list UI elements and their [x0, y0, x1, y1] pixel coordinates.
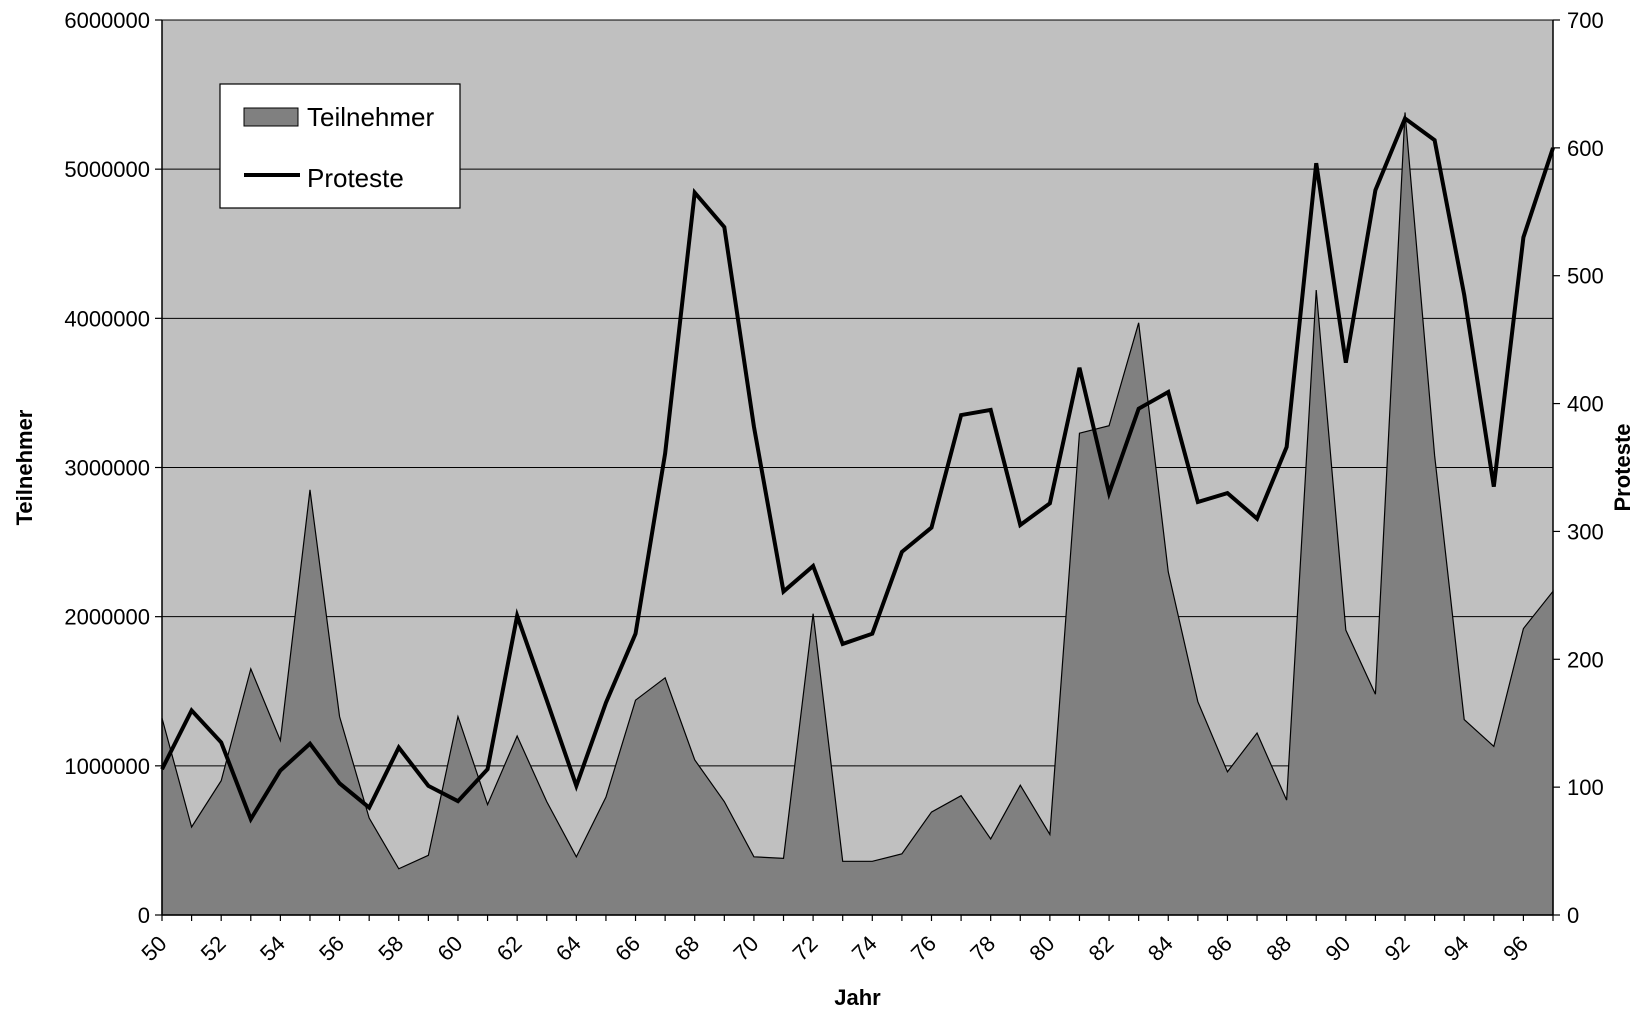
x-axis-ticks: 50 52 54 56 58 60 62 64 66 68 70 72 74 76 78 80 82 84 86 88… — [137, 915, 1554, 966]
x-tick-label: 78 — [965, 931, 1000, 966]
x-tick-label: 80 — [1024, 931, 1059, 966]
x-tick-label: 64 — [551, 931, 586, 966]
legend: Teilnehmer Proteste — [219, 83, 461, 209]
x-tick-label: 60 — [433, 931, 468, 966]
left-tick-label: 5000000 — [64, 157, 150, 182]
proteste-line-layer — [160, 115, 1555, 824]
right-tick-label: 600 — [1567, 136, 1604, 161]
right-tick-label: 0 — [1567, 903, 1579, 928]
right-tick-label: 200 — [1567, 647, 1604, 672]
x-tick-label: 54 — [255, 931, 290, 966]
right-tick-label: 100 — [1567, 775, 1604, 800]
x-tick-label: 84 — [1143, 931, 1178, 966]
x-tick-label: 74 — [847, 931, 882, 966]
legend-label-teilnehmer: Teilnehmer — [307, 102, 435, 132]
x-tick-label: 96 — [1498, 931, 1533, 966]
left-tick-label: 2000000 — [64, 605, 150, 630]
right-tick-label: 700 — [1567, 8, 1604, 33]
x-tick-label: 52 — [196, 931, 231, 966]
left-tick-label: 1000000 — [64, 754, 150, 779]
legend-box — [219, 83, 461, 209]
x-tick-label: 86 — [1202, 931, 1237, 966]
right-tick-label: 500 — [1567, 264, 1604, 289]
left-tick-label: 0 — [138, 903, 150, 928]
x-tick-label: 70 — [728, 931, 763, 966]
left-tick-label: 4000000 — [64, 306, 150, 331]
x-tick-label: 62 — [492, 931, 527, 966]
right-tick-label: 400 — [1567, 392, 1604, 417]
x-tick-label: 82 — [1084, 931, 1119, 966]
left-axis-ticks: 0 1000000 2000000 3000000 4000000 5000000 6000… — [64, 8, 162, 928]
gridlines — [162, 19, 1553, 767]
x-tick-label: 94 — [1439, 931, 1474, 966]
x-tick-label: 88 — [1261, 931, 1296, 966]
left-tick-label: 3000000 — [64, 456, 150, 481]
x-tick-label: 56 — [314, 931, 349, 966]
x-tick-label: 68 — [669, 931, 704, 966]
right-axis-title: Proteste — [1610, 423, 1635, 511]
x-tick-label: 90 — [1320, 931, 1355, 966]
series-line-proteste — [160, 115, 1555, 824]
x-tick-label: 72 — [788, 931, 823, 966]
right-axis-ticks: 0 100 200 300 400 500 600 700 — [1553, 8, 1604, 928]
x-tick-label: 50 — [137, 931, 172, 966]
teilnehmer-area-layer — [161, 112, 1554, 916]
left-axis-title: Teilnehmer — [12, 409, 37, 525]
x-tick-label: 92 — [1380, 931, 1415, 966]
left-tick-label: 6000000 — [64, 8, 150, 33]
x-tick-label: 76 — [906, 931, 941, 966]
x-tick-label: 66 — [610, 931, 645, 966]
series-area-teilnehmer — [161, 112, 1554, 916]
right-tick-label: 300 — [1567, 519, 1604, 544]
legend-swatch-teilnehmer — [243, 107, 299, 127]
x-tick-label: 58 — [373, 931, 408, 966]
legend-label-proteste: Proteste — [307, 163, 404, 193]
x-axis-title: Jahr — [834, 985, 881, 1010]
